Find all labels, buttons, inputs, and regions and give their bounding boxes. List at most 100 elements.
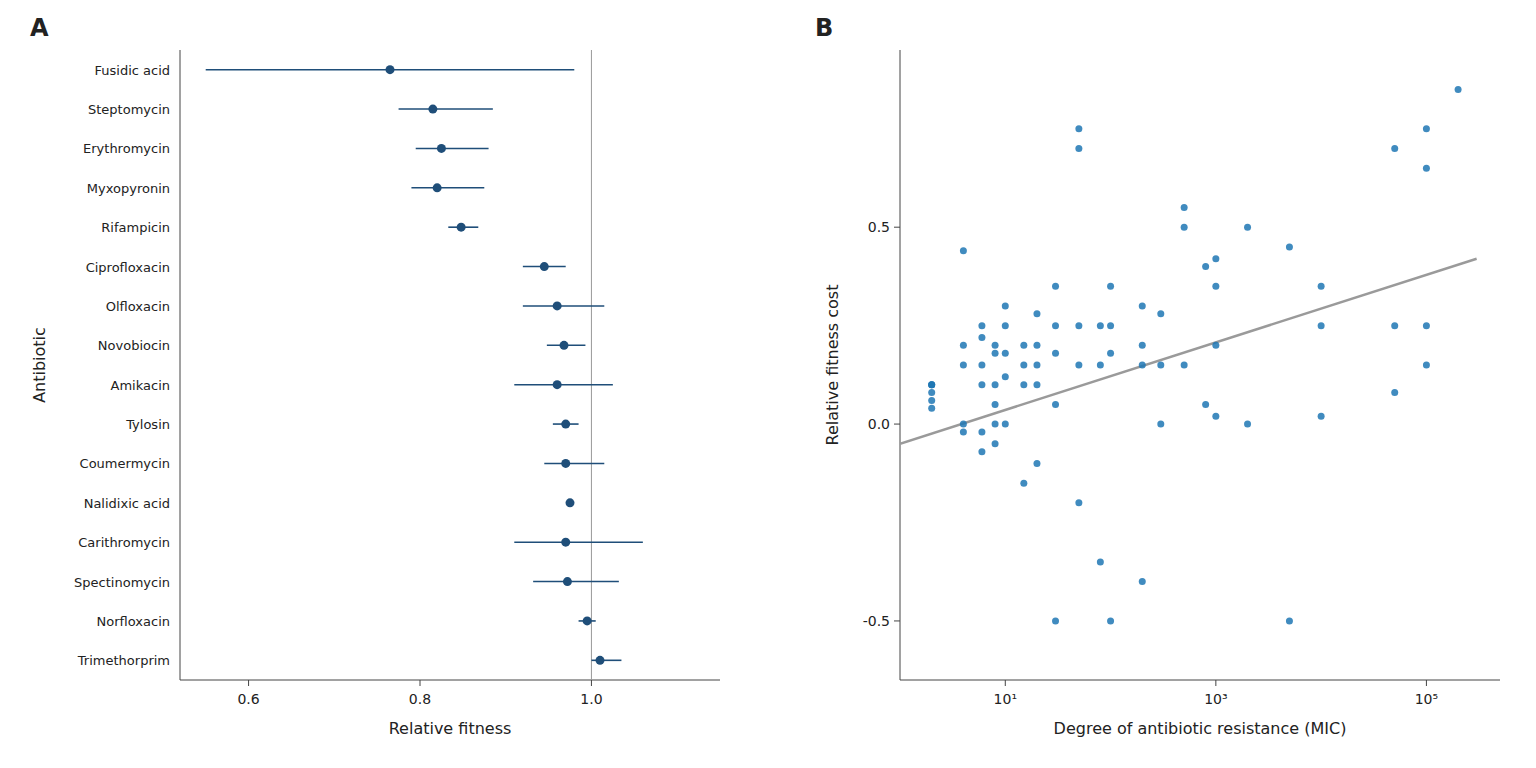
scatter-point xyxy=(1002,322,1009,329)
scatter-point xyxy=(992,342,999,349)
scatter-point xyxy=(1202,263,1209,270)
dot xyxy=(561,459,570,468)
scatter-point xyxy=(1097,322,1104,329)
scatter-point xyxy=(1286,243,1293,250)
scatter-point xyxy=(1286,617,1293,624)
scatter-point xyxy=(1075,125,1082,132)
scatter-point xyxy=(1157,421,1164,428)
y-tick-label: -0.5 xyxy=(863,613,890,629)
page: {"chart_data": [ {"type": "dot", "orient… xyxy=(0,0,1536,768)
scatter-point xyxy=(1391,322,1398,329)
dot xyxy=(561,538,570,547)
dot xyxy=(457,223,466,232)
error-bar xyxy=(514,384,613,386)
y-tick-label: Erythromycin xyxy=(83,141,170,156)
y-tick xyxy=(894,424,900,425)
scatter-point xyxy=(992,440,999,447)
scatter-point xyxy=(1020,342,1027,349)
scatter-point xyxy=(1020,480,1027,487)
x-tick-label: 10⁵ xyxy=(1415,691,1438,707)
scatter-point xyxy=(992,350,999,357)
x-tick-label: 10¹ xyxy=(994,691,1017,707)
y-tick-label: Ciprofloxacin xyxy=(86,260,170,275)
y-tick-label: Fusidic acid xyxy=(94,63,170,78)
scatter-point xyxy=(960,362,967,369)
dot xyxy=(583,616,592,625)
x-tick-label: 1.0 xyxy=(580,691,602,707)
scatter-point xyxy=(1423,125,1430,132)
dot xyxy=(433,183,442,192)
dot xyxy=(560,341,569,350)
y-axis-label: Antibiotic xyxy=(30,327,49,403)
scatter-point xyxy=(928,381,935,388)
scatter-point xyxy=(1139,362,1146,369)
scatter-point xyxy=(992,401,999,408)
x-tick xyxy=(420,680,421,686)
scatter-point xyxy=(928,397,935,404)
error-bar xyxy=(523,305,604,307)
error-bar xyxy=(416,148,489,150)
scatter-point xyxy=(928,381,935,388)
y-axis-label: Relative fitness cost xyxy=(823,285,842,446)
scatter-point xyxy=(1002,421,1009,428)
error-bar xyxy=(411,187,484,189)
y-tick-label: Myxopyronin xyxy=(87,181,170,196)
scatter-point xyxy=(1052,401,1059,408)
plot-area xyxy=(900,86,1477,625)
figure: Fusidic acidSteptomycinErythromycinMyxop… xyxy=(0,0,1536,768)
dot xyxy=(596,656,605,665)
scatter-point xyxy=(1020,362,1027,369)
scatter-point xyxy=(1423,322,1430,329)
dot xyxy=(553,380,562,389)
x-tick xyxy=(1005,680,1006,686)
panel-dot: Fusidic acidSteptomycinErythromycinMyxop… xyxy=(30,14,720,738)
scatter-point xyxy=(1002,373,1009,380)
scatter-point xyxy=(960,421,967,428)
dot xyxy=(428,105,437,114)
fit-line xyxy=(900,259,1477,444)
scatter-point xyxy=(1244,224,1251,231)
dot xyxy=(561,420,570,429)
plot-area xyxy=(206,50,643,680)
scatter-point xyxy=(1455,86,1462,93)
scatter-point xyxy=(978,381,985,388)
scatter-point xyxy=(1318,322,1325,329)
y-tick-label: Amikacin xyxy=(111,378,170,393)
y-tick xyxy=(894,620,900,621)
panel-scatter: -0.50.00.5Relative fitness cost10¹10³10⁵… xyxy=(815,14,1500,738)
scatter-point xyxy=(1033,310,1040,317)
scatter-point xyxy=(992,381,999,388)
y-tick-label: Spectinomycin xyxy=(74,575,170,590)
scatter-point xyxy=(928,381,935,388)
scatter-point xyxy=(1020,381,1027,388)
reference-line xyxy=(591,50,592,680)
x-axis-line xyxy=(180,680,720,681)
y-tick-label: Tylosin xyxy=(125,417,170,432)
x-tick-label: 0.6 xyxy=(237,691,259,707)
dot xyxy=(566,498,575,507)
y-tick-label: Norfloxacin xyxy=(97,614,170,629)
y-tick-label: Rifampicin xyxy=(101,220,170,235)
scatter-point xyxy=(1033,381,1040,388)
error-bar xyxy=(544,463,604,465)
scatter-point xyxy=(928,405,935,412)
scatter-point xyxy=(1181,224,1188,231)
scatter-point xyxy=(960,247,967,254)
y-tick-label: Carithromycin xyxy=(78,535,170,550)
x-tick xyxy=(1426,680,1427,686)
scatter-point xyxy=(1052,322,1059,329)
dot xyxy=(553,301,562,310)
scatter-point xyxy=(960,342,967,349)
dot xyxy=(540,262,549,271)
dot xyxy=(437,144,446,153)
error-bar xyxy=(533,581,619,583)
scatter-point xyxy=(1033,342,1040,349)
scatter-point xyxy=(1212,342,1219,349)
scatter-point xyxy=(1318,413,1325,420)
x-axis-label: Relative fitness xyxy=(389,719,512,738)
scatter-point xyxy=(1002,302,1009,309)
x-tick xyxy=(591,680,592,686)
scatter-point xyxy=(978,322,985,329)
scatter-point xyxy=(1075,322,1082,329)
scatter-point xyxy=(992,421,999,428)
